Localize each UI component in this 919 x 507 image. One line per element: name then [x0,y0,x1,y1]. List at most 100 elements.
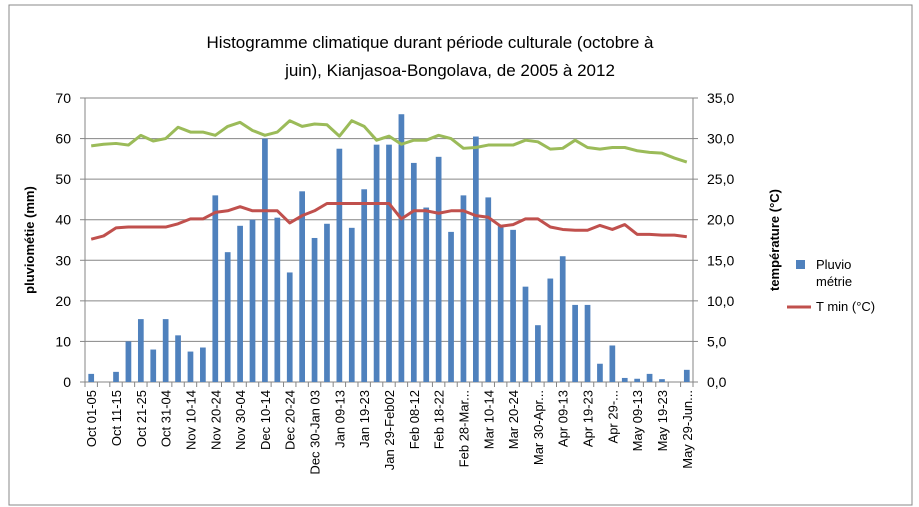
x-tick-label: May 09-13 [630,390,645,451]
legend-label: Pluvio métrie [816,257,853,289]
bar [646,373,653,382]
bar [535,325,541,382]
bar [200,347,206,382]
bar [125,341,132,382]
bar [510,229,516,382]
y2-tick-label: 25,0 [707,171,734,187]
line-series [91,119,688,164]
bar [460,195,467,382]
x-tick-label: Dec 20-24 [283,390,298,450]
bar [485,197,492,382]
x-tick-label: Apr 19-23 [581,390,596,447]
bar [683,369,690,382]
bar [274,217,281,382]
bar [311,237,318,382]
y2-tick-label: 30,0 [707,131,734,147]
bar [659,379,665,382]
x-tick-label: Feb 08-12 [407,390,422,449]
y2-tick-label: 15,0 [707,252,734,268]
chart-title: Histogramme climatique durant période cu… [207,33,654,52]
bar [373,144,380,382]
bar [162,319,169,382]
x-tick-label: Mar 20-24 [506,390,521,449]
legend-swatch [796,260,805,269]
bar [522,286,529,382]
bar [597,363,603,382]
bar [435,156,442,382]
bar [299,191,305,382]
x-tick-label: May 29-Jun... [680,390,695,469]
bar [634,378,641,382]
x-tick-label: Nov 20-24 [208,390,223,450]
bar [286,272,293,382]
bar [398,114,405,382]
y2-tick-label: 35,0 [707,90,734,106]
bar [584,304,591,382]
bar [88,373,95,382]
bar [187,351,194,382]
y-tick-label: 0 [63,374,71,390]
bar [249,219,256,382]
x-tick-label: Dec 10-14 [258,390,273,450]
y-tick-label: 10 [55,333,71,349]
y2-tick-label: 20,0 [707,212,734,228]
y-tick-label: 20 [55,293,71,309]
y-tick-label: 70 [55,90,71,106]
bar [175,335,181,382]
bar [621,377,628,382]
bar [113,371,119,382]
bar [324,223,330,382]
bar [361,189,368,382]
y2-axis-label: température (°C) [767,189,782,291]
x-tick-label: Oct 21-25 [134,390,149,447]
line-series [90,201,687,241]
bar [423,207,430,382]
bar [386,144,392,382]
bar [473,136,479,382]
bar [137,319,144,382]
y-tick-label: 30 [55,252,71,268]
y-tick-label: 40 [55,212,71,228]
y2-tick-label: 5,0 [707,333,727,349]
y-tick-label: 50 [55,171,71,187]
y-tick-label: 60 [55,131,71,147]
x-tick-label: Nov 10-14 [183,390,198,450]
bar [572,304,578,382]
bar [224,252,231,382]
x-tick-label: May 19-23 [655,390,670,451]
bar [262,138,268,382]
x-tick-label: Apr 29-... [605,390,620,443]
x-tick-label: Mar 30-Apr... [531,390,546,465]
x-tick-label: Oct 01-05 [84,390,99,447]
chart-title: juin), Kianjasoa-Bongolava, de 2005 à 20… [284,61,615,80]
bar [609,345,616,382]
x-tick-label: Jan 09-13 [332,390,347,448]
chart-border [8,4,913,506]
x-tick-label: Oct 11-15 [109,390,124,446]
bar [410,162,417,382]
bar [348,227,355,382]
bar [497,225,504,382]
bar [212,195,219,382]
x-tick-label: Feb 28-Mar... [456,390,471,467]
x-tick-label: Feb 18-22 [432,390,447,449]
y-axis-label: pluviométie (mm) [22,186,37,294]
y2-tick-label: 0,0 [707,374,727,390]
x-tick-label: Oct 31-04 [159,390,174,447]
y2-tick-label: 10,0 [707,293,734,309]
x-tick-label: Apr 09-13 [556,390,571,447]
legend-label: T min (°C) [816,299,876,314]
x-tick-label: Jan 29-Feb02 [382,390,397,470]
bar [150,349,157,382]
bar [237,225,243,382]
x-tick-label: Dec 30-Jan 03 [308,390,323,475]
bar [547,278,554,382]
x-tick-label: Jan 19-23 [357,390,372,448]
bar [559,256,566,382]
bar [336,148,343,382]
x-tick-label: Mar 10-14 [481,390,496,449]
x-tick-label: Nov 30-04 [233,390,248,450]
bar [448,231,454,382]
